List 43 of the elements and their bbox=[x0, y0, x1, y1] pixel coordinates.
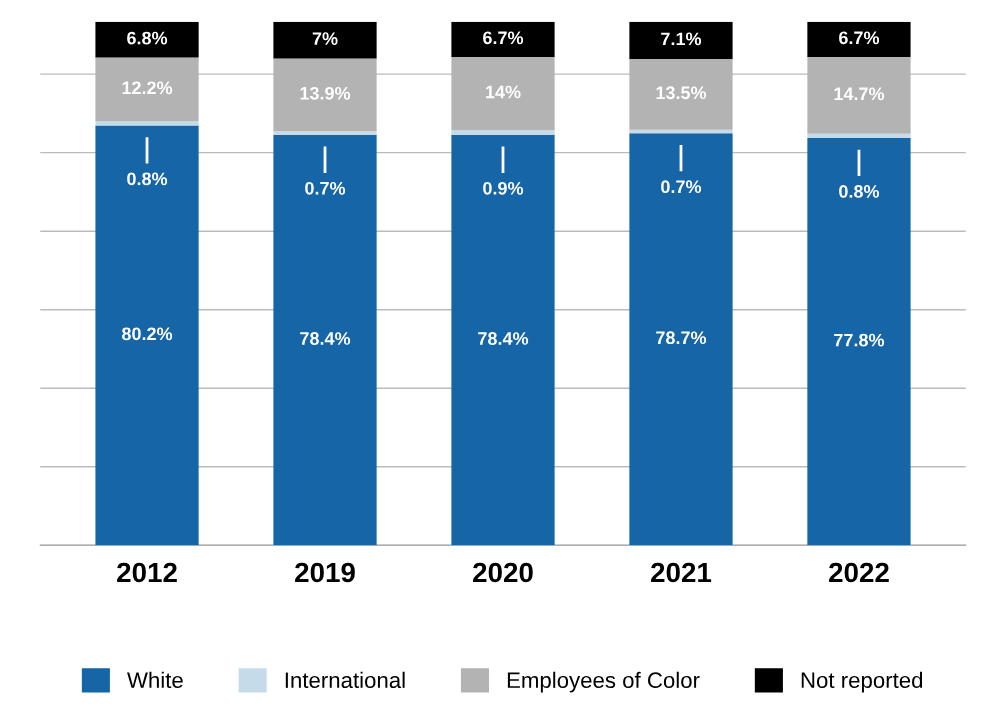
data-label: 6.7% bbox=[839, 31, 880, 45]
legend-label: White bbox=[127, 671, 183, 689]
bar bbox=[451, 130, 555, 135]
bar bbox=[95, 21, 199, 58]
data-label: 0.7% bbox=[661, 180, 702, 194]
x-tick-label: 2021 bbox=[651, 562, 712, 583]
bar bbox=[629, 133, 733, 546]
x-tick-label: 2022 bbox=[829, 562, 889, 583]
legend-label: International bbox=[285, 671, 405, 689]
data-label: 13.9% bbox=[300, 86, 351, 100]
bar bbox=[807, 133, 911, 139]
data-label: 12.2% bbox=[122, 81, 173, 95]
data-label: 80.2% bbox=[122, 327, 173, 341]
data-label: 0.8% bbox=[839, 185, 880, 198]
bar bbox=[273, 134, 377, 546]
data-label: 0.7% bbox=[305, 181, 346, 195]
bar bbox=[451, 21, 555, 57]
data-label: 7% bbox=[312, 32, 338, 45]
data-label: 77.8% bbox=[834, 333, 885, 347]
data-label: 14% bbox=[486, 85, 521, 99]
data-label: 6.8% bbox=[127, 31, 168, 45]
data-label: 78.7% bbox=[656, 331, 707, 345]
bar bbox=[95, 121, 199, 126]
bar bbox=[807, 138, 911, 546]
data-label: 6.7% bbox=[483, 31, 524, 45]
data-label: 13.5% bbox=[656, 86, 707, 100]
x-tick-label: 2020 bbox=[473, 562, 533, 583]
bar bbox=[273, 131, 377, 135]
bar bbox=[95, 125, 199, 546]
legend-label: Employees of Color bbox=[507, 671, 700, 693]
legend-label: Not reported bbox=[801, 671, 923, 693]
data-label: 7.1% bbox=[661, 32, 702, 46]
data-label: 14.7% bbox=[834, 87, 885, 101]
data-label: 78.4% bbox=[300, 332, 351, 345]
data-label: 78.4% bbox=[478, 332, 529, 345]
bar bbox=[273, 21, 377, 59]
bar bbox=[629, 21, 733, 59]
bar bbox=[807, 21, 911, 57]
bar bbox=[451, 134, 555, 546]
data-label: 0.9% bbox=[483, 181, 524, 195]
x-tick-label: 2012 bbox=[117, 562, 177, 583]
data-label: 0.8% bbox=[127, 172, 168, 186]
x-tick-label: 2019 bbox=[295, 562, 355, 583]
